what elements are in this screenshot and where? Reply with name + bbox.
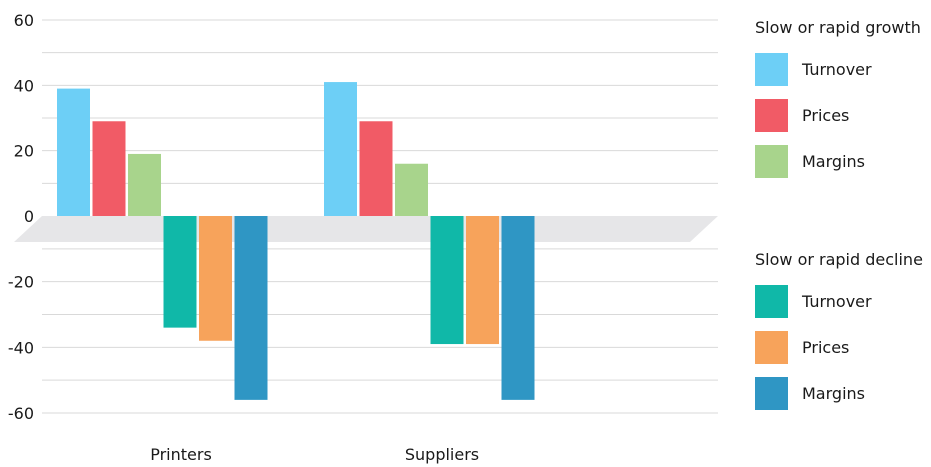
bar-prices-printers [92,121,126,216]
bars [57,82,535,400]
legend-title-decline: Slow or rapid decline [755,250,923,269]
bar-turnover-suppliers [430,216,464,345]
y-tick-label: 20 [14,142,34,161]
legend-decline: Slow or rapid decline Turnover Prices Ma… [755,250,931,422]
legend-label: Margins [802,151,865,171]
legend-title-growth: Slow or rapid growth [755,18,921,37]
legend-item-growth-margins: Margins [755,144,931,178]
bar-turnover-printers [57,88,90,216]
bar-margins-printers [128,153,161,216]
y-tick-label: -40 [8,338,34,357]
legend-label: Margins [802,383,865,403]
legend-swatch [755,284,788,318]
bar-turnover-suppliers [324,82,357,216]
legend-swatch [755,330,788,364]
bar-margins-suppliers [501,216,535,400]
gridlines [42,19,718,414]
legend-item-growth-turnover: Turnover [755,52,931,86]
bar-turnover-printers [163,216,197,328]
y-axis-ticks: 60 40 20 0 -20 -40 -60 [8,11,34,423]
bar-prices-suppliers [359,121,393,216]
legend-label: Prices [802,105,850,125]
legend-swatch [755,376,788,410]
legend-item-decline-prices: Prices [755,330,931,364]
bar-prices-printers [199,216,232,341]
y-tick-label: 40 [14,76,34,95]
legend-label: Turnover [802,59,872,79]
zero-baseline-band [14,216,718,242]
legend-label: Prices [802,337,850,357]
y-tick-label: -20 [8,273,34,292]
legend-label: Turnover [802,291,872,311]
bar-prices-suppliers [466,216,499,345]
x-axis-categories: Printers Suppliers [150,445,479,464]
legend-swatch [755,98,788,132]
legend-item-growth-prices: Prices [755,98,931,132]
legend-swatch [755,144,788,178]
category-label: Printers [150,445,212,464]
legend-swatch [755,52,788,86]
bar-margins-suppliers [395,163,428,216]
legend-item-decline-margins: Margins [755,376,931,410]
y-tick-label: -60 [8,404,34,423]
bar-margins-printers [234,216,268,400]
legend-item-decline-turnover: Turnover [755,284,931,318]
bar-chart: 60 40 20 0 -20 -40 -60 Printers Suppliers [8,11,718,464]
category-label: Suppliers [405,445,479,464]
y-tick-label: 0 [24,207,34,226]
y-tick-label: 60 [14,11,34,30]
legend-growth: Slow or rapid growth Turnover Prices Mar… [755,18,931,190]
